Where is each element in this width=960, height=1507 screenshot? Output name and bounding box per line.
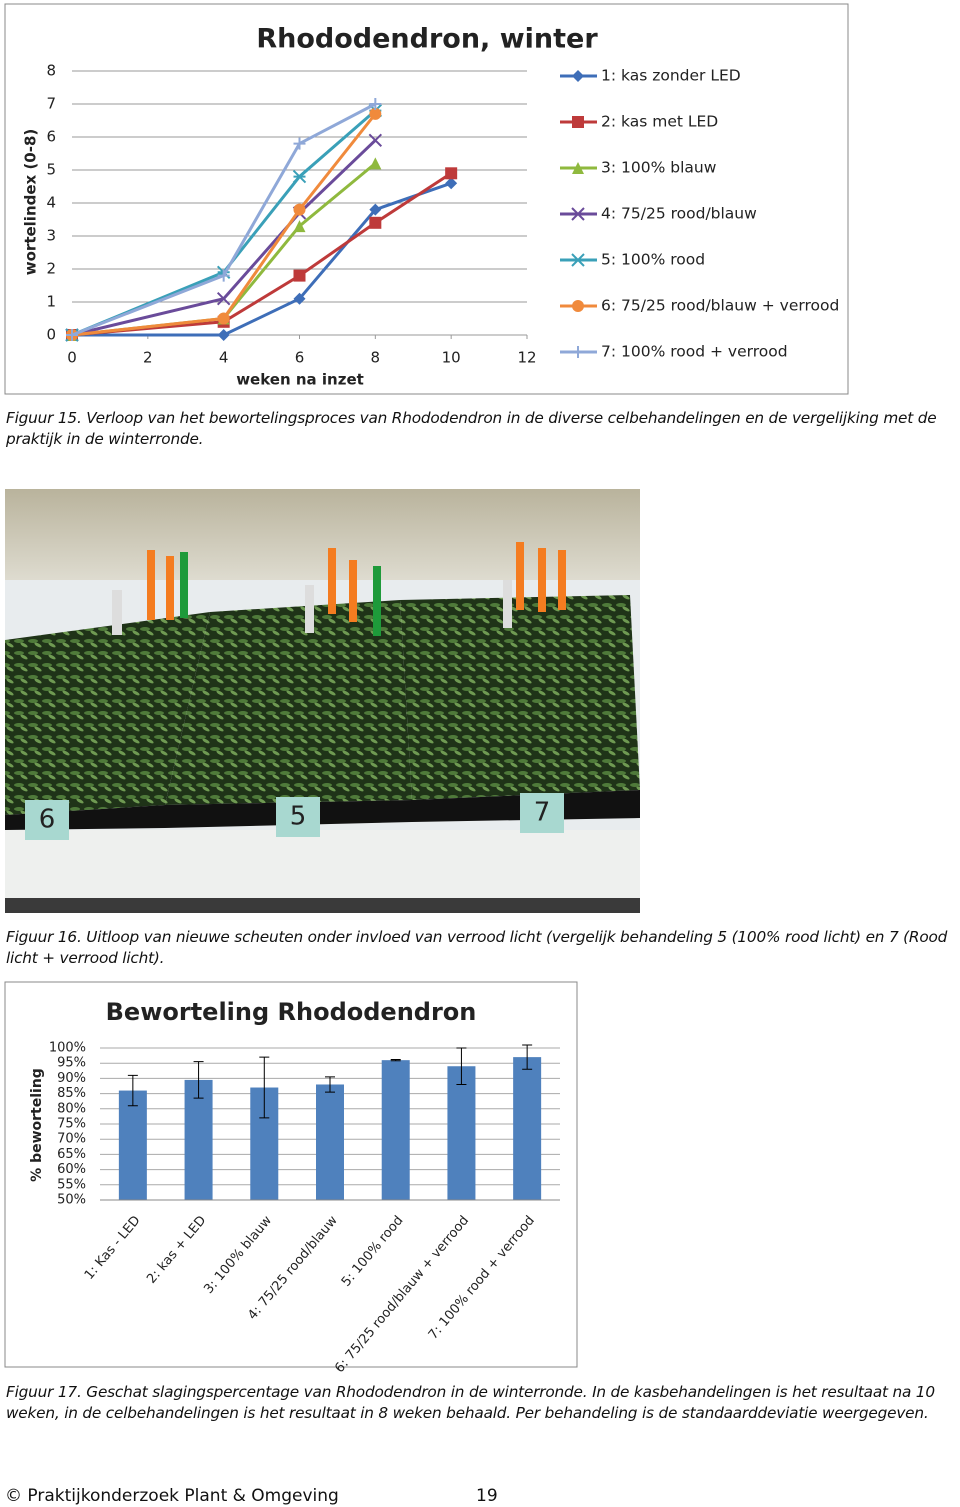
bar [447,1066,476,1200]
y-tick-label: 6 [46,128,56,146]
x-tick-label: 4 [219,349,229,367]
y-tick-label: 85% [57,1086,86,1101]
y-tick-label: 100% [49,1041,86,1056]
marker [293,203,306,216]
bar [513,1057,542,1200]
marker [217,312,230,325]
y-tick-label: 65% [57,1147,86,1162]
legend-marker [571,253,585,267]
marker [292,169,307,184]
error-bar [193,1061,204,1099]
y-axis-label: wortelindex (0-8) [22,129,40,275]
caption: Figuur 16. Uitloop van nieuwe scheuten o… [6,928,948,967]
marker [217,329,230,341]
legend-label: 5: 100% rood [601,251,705,269]
y-tick-label: 0 [46,326,56,344]
chart-title: Rhododendron, winter [256,24,598,55]
bar [184,1079,213,1200]
y-tick-label: 95% [57,1056,86,1071]
y-tick-label: 55% [57,1177,86,1192]
caption: Figuur 15. Verloop van het bewortelingsp… [6,409,937,448]
y-tick-label: 5 [46,161,56,179]
bar [381,1060,410,1200]
caption: Figuur 17. Geschat slagingspercentage va… [6,1383,935,1422]
marker [293,137,306,150]
footer-copyright: © Praktijkonderzoek Plant & Omgeving [5,1486,339,1506]
marker [216,291,231,306]
y-tick-label: 50% [57,1193,86,1208]
series-line [71,139,377,337]
marker [293,220,306,233]
marker [368,133,383,148]
series-line [71,112,377,337]
error-bar [522,1044,533,1070]
marker [369,107,382,120]
marker [66,329,78,341]
legend-marker [572,70,584,82]
marker [445,177,458,190]
x-tick-label: 2 [143,349,153,367]
legend-marker [572,300,584,312]
y-tick-label: 3 [46,227,56,245]
error-bar [325,1076,335,1093]
marker [369,98,382,110]
y-tick-label: 60% [57,1162,86,1177]
marker [369,157,382,170]
page-number: 19 [476,1486,498,1506]
y-tick-label: 7 [46,95,56,113]
legend-marker [571,207,585,221]
marker [293,292,306,305]
marker [445,167,458,180]
series-line [71,102,377,337]
x-tick-label: 12 [517,349,536,367]
x-tick-label: 8 [371,349,381,367]
y-tick-label: 1 [46,293,56,311]
marker [369,203,382,216]
x-tick-label: 6 [295,349,305,367]
error-bar [456,1047,467,1085]
legend-label: 1: kas zonder LED [601,67,741,85]
marker [293,269,306,282]
y-tick-label: 90% [57,1071,86,1086]
bar [118,1090,147,1200]
x-tick-label: 10 [442,349,461,367]
legend-marker [572,346,584,358]
photo-label: 5 [290,802,307,832]
y-tick-label: 2 [46,260,56,278]
legend-label: 6: 75/25 rood/blauw + verrood [601,297,839,315]
photo-label: 6 [39,805,56,835]
legend-label: 7: 100% rood + verrood [601,343,788,361]
chart-frame [4,981,578,1368]
legend-marker [572,116,584,128]
bar [316,1084,344,1200]
legend-label: 2: kas met LED [601,113,718,131]
error-bar [127,1074,138,1107]
y-tick-label: 80% [57,1101,86,1116]
photo-label: 7 [534,798,551,828]
y-tick-label: 4 [46,194,56,212]
chart-title: Beworteling Rhododendron [106,998,477,1026]
photo [5,489,640,913]
y-tick-label: 70% [57,1132,86,1147]
marker [217,269,230,282]
legend-label: 3: 100% blauw [601,159,717,177]
legend-marker [572,162,584,174]
y-tick-label: 75% [57,1117,86,1132]
y-axis-label: % beworteling [29,1068,45,1182]
x-axis-label: weken na inzet [236,371,364,389]
legend-label: 4: 75/25 rood/blauw [601,205,757,223]
error-bar [390,1059,401,1062]
series-line [71,109,377,337]
y-tick-label: 8 [46,62,56,80]
marker [369,216,382,229]
x-tick-label: 0 [67,349,77,367]
error-bar [259,1056,270,1119]
